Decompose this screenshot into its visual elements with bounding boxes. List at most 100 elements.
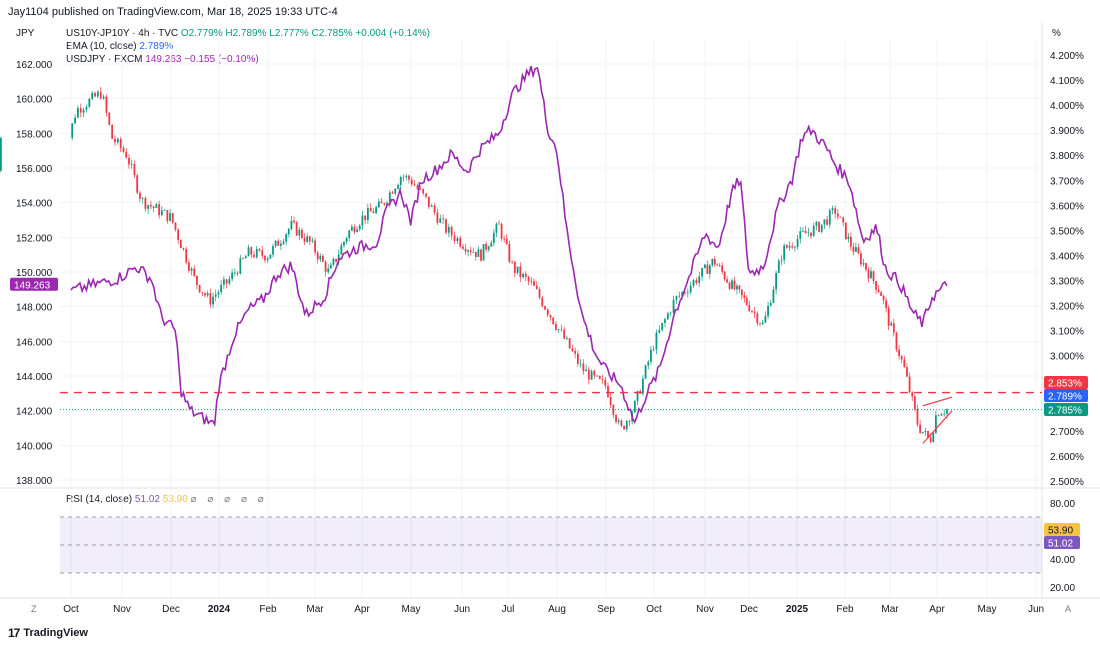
- legend-main-row[interactable]: US10Y-JP10Y · 4h · TVC O2.779% H2.789% L…: [66, 27, 430, 40]
- spread-candle: [293, 220, 295, 223]
- ema-value-badge-label: 2.789%: [1048, 392, 1082, 403]
- spread-candle: [557, 329, 560, 331]
- spread-candle: [887, 307, 890, 326]
- spread-candle: [228, 279, 231, 284]
- spread-candle: [598, 375, 601, 379]
- spread-candle: [158, 204, 161, 216]
- spread-candle: [487, 246, 490, 250]
- rsi-visibility-icons[interactable]: ⌀ ⌀ ⌀ ⌀ ⌀: [190, 494, 268, 505]
- spread-candle: [576, 353, 579, 364]
- spread-candle: [166, 209, 169, 221]
- auto-scale-toggle[interactable]: A: [1065, 604, 1072, 614]
- spread-candle: [436, 212, 439, 223]
- rsi-legend-name: RSI (14, close): [66, 494, 133, 505]
- spread-candle: [940, 414, 943, 416]
- support-level-badge-bg: [1044, 376, 1088, 389]
- spread-candle: [242, 258, 244, 259]
- spread-candle: [675, 296, 678, 300]
- spread-candle: [442, 218, 445, 220]
- spread-candle: [839, 216, 842, 218]
- spread-candle: [890, 323, 893, 326]
- right-tick-label: 2.700%: [1050, 427, 1084, 438]
- spread-candle: [740, 289, 743, 296]
- spread-candle: [74, 117, 76, 124]
- spread-candle: [149, 204, 152, 207]
- time-axis-label: Dec: [162, 604, 180, 615]
- spread-candle: [860, 253, 862, 265]
- spread-candle: [695, 280, 698, 284]
- spread-candle: [386, 202, 388, 205]
- spread-candle: [847, 236, 850, 240]
- spread-candle: [130, 164, 133, 165]
- spread-candle: [810, 232, 812, 236]
- spread-candle: [748, 304, 751, 311]
- spread-candle: [282, 241, 285, 244]
- spread-candle: [713, 258, 716, 265]
- spread-candle: [193, 268, 196, 276]
- log-scale-toggle[interactable]: Z: [31, 604, 37, 614]
- spread-candle: [94, 92, 96, 97]
- spread-candle: [716, 264, 719, 266]
- spread-candle: [474, 251, 477, 257]
- spread-candle: [388, 192, 391, 203]
- spread-candle: [607, 385, 609, 398]
- spread-candle: [900, 356, 903, 360]
- spread-candle: [544, 306, 546, 310]
- spread-candle: [849, 236, 852, 247]
- spread-candle: [533, 281, 535, 286]
- spread-candle: [269, 254, 272, 259]
- spread-candle: [831, 208, 834, 211]
- spread-candle: [244, 256, 247, 259]
- spread-candle: [684, 292, 686, 293]
- time-axis-label: Feb: [259, 604, 277, 615]
- usdjpy-price-badge: 149.263: [10, 277, 58, 291]
- spread-candle: [408, 175, 410, 180]
- spread-candle: [857, 247, 860, 254]
- spread-candle: [535, 285, 538, 290]
- spread-candle: [617, 420, 620, 422]
- spread-candle: [664, 319, 666, 323]
- spread-candle: [546, 309, 549, 316]
- spread-candle: [495, 223, 498, 233]
- right-tick-label: 3.100%: [1050, 327, 1084, 338]
- spread-candle: [0, 162, 2, 171]
- legend-usdjpy-row[interactable]: USDJPY · FXCM 149.263 −0.155 (−0.10%): [66, 53, 430, 66]
- time-axis-label: Apr: [354, 604, 370, 615]
- spread-candle: [335, 258, 337, 262]
- left-tick-label: 138.000: [16, 476, 53, 487]
- spread-candle: [623, 425, 625, 430]
- spread-candle: [433, 205, 436, 213]
- spread-candle: [522, 273, 524, 277]
- left-tick-label: 152.000: [16, 233, 53, 244]
- spread-candle: [144, 198, 147, 209]
- spread-candle: [500, 223, 503, 239]
- spread-candle: [764, 316, 767, 323]
- left-tick-label: 144.000: [16, 372, 53, 383]
- rsi-legend[interactable]: RSI (14, close) 51.02 53.90 ⌀ ⌀ ⌀ ⌀ ⌀: [66, 494, 268, 505]
- tradingview-logo[interactable]: 17 TradingView: [8, 626, 88, 640]
- spread-candle: [250, 247, 253, 255]
- spread-candle: [655, 332, 658, 350]
- spread-candle: [467, 250, 470, 252]
- spread-candle: [681, 292, 684, 296]
- spread-candle: [185, 249, 188, 263]
- spread-candle: [298, 229, 301, 236]
- spread-candle: [439, 218, 442, 223]
- legend-ema-row[interactable]: EMA (10, close) 2.789%: [66, 40, 430, 53]
- spread-candle: [133, 164, 136, 176]
- spread-candle: [862, 263, 865, 265]
- spread-candle: [731, 280, 733, 289]
- time-axis-label: Jun: [454, 604, 470, 615]
- spread-candle: [119, 138, 122, 148]
- usdjpy-price-badge-label: 149.263: [14, 280, 51, 291]
- spread-candle: [0, 153, 2, 163]
- spread-candle: [217, 292, 220, 295]
- legend-ema-value: 2.789%: [139, 41, 174, 52]
- spread-candle: [767, 305, 769, 317]
- spread-candle: [852, 246, 855, 252]
- spread-candle: [122, 147, 125, 152]
- spread-candle: [348, 230, 351, 239]
- time-axis-label: Nov: [113, 604, 131, 615]
